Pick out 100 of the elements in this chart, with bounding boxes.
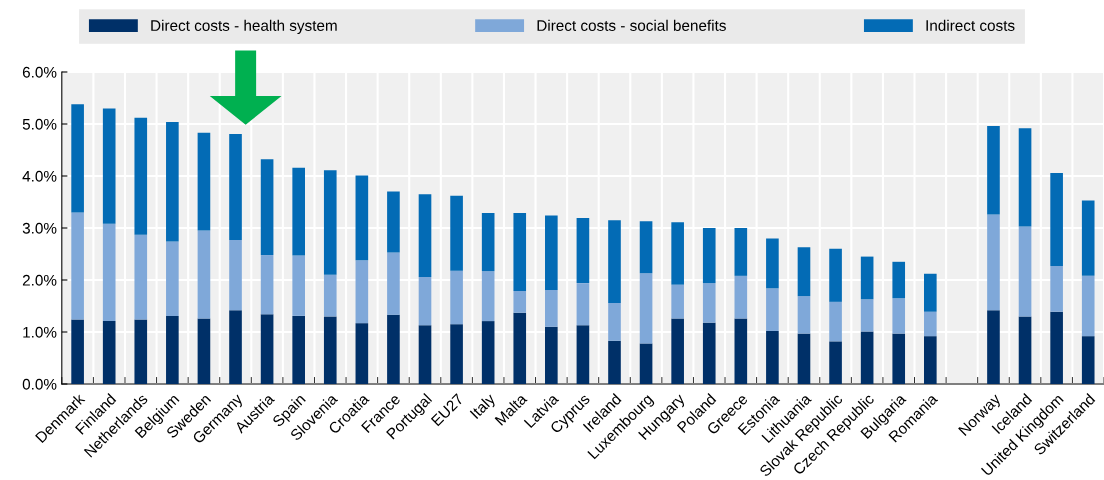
bar — [102, 223, 116, 322]
bar — [197, 132, 211, 231]
bar — [829, 301, 842, 342]
bar — [576, 218, 590, 284]
bar — [923, 273, 937, 312]
bar — [166, 315, 179, 384]
bar — [71, 104, 84, 213]
bar — [292, 167, 305, 256]
bar — [860, 299, 874, 332]
bar — [450, 270, 463, 325]
bar — [1050, 265, 1063, 312]
bar — [166, 121, 179, 242]
bar — [545, 289, 558, 327]
bar — [923, 336, 937, 384]
y-tick-label: 0.0% — [22, 378, 57, 390]
legend-label: Direct costs - social benefits — [537, 19, 726, 31]
bar — [766, 330, 779, 384]
bar — [355, 260, 369, 324]
bar — [260, 159, 274, 256]
bar — [892, 298, 906, 334]
bar — [892, 261, 906, 299]
bar — [639, 221, 653, 274]
bar — [166, 241, 179, 316]
bar — [860, 331, 874, 384]
bar — [766, 288, 779, 331]
bar — [608, 302, 621, 341]
bar — [513, 290, 527, 313]
bar — [1081, 200, 1095, 276]
bar — [987, 126, 1000, 215]
bar — [923, 311, 937, 337]
bar — [134, 117, 148, 235]
y-tick-label: 6.0% — [22, 66, 57, 78]
bar — [702, 322, 716, 384]
bar — [387, 252, 400, 315]
bar — [134, 234, 148, 320]
legend-label: Indirect costs — [926, 19, 1015, 31]
bar — [387, 191, 400, 253]
bar — [987, 310, 1000, 384]
bar — [71, 212, 84, 320]
bar — [513, 212, 527, 291]
bar — [450, 324, 463, 384]
bar — [987, 214, 1000, 311]
bar — [734, 318, 748, 384]
bar — [1081, 336, 1095, 384]
bar — [1050, 311, 1063, 384]
bar — [734, 275, 748, 319]
bar — [71, 319, 84, 384]
y-tick-label: 1.0% — [23, 326, 57, 338]
bar — [260, 255, 274, 315]
bar — [387, 314, 400, 384]
bar — [513, 312, 527, 384]
y-tick-label: 3.0% — [22, 222, 57, 234]
bar — [229, 239, 242, 311]
bar — [576, 283, 590, 326]
bar — [892, 333, 906, 384]
bar — [829, 248, 842, 302]
bar — [197, 318, 211, 384]
bar — [576, 325, 590, 384]
bar — [1050, 172, 1063, 266]
bar — [702, 283, 716, 323]
bar — [639, 273, 653, 344]
bar — [639, 343, 653, 384]
bar — [323, 316, 337, 384]
bar — [702, 228, 716, 284]
bar — [545, 215, 558, 290]
bar — [229, 133, 242, 240]
bar — [671, 318, 684, 384]
bar — [797, 333, 811, 384]
bar — [734, 228, 748, 276]
bar — [260, 314, 274, 384]
bar — [450, 195, 463, 271]
bar — [102, 108, 116, 224]
bar — [797, 247, 811, 297]
y-tick-label: 5.0% — [22, 118, 57, 130]
bar — [292, 255, 305, 316]
bar — [197, 230, 211, 319]
bar — [829, 341, 842, 384]
bar — [323, 274, 337, 317]
bar — [355, 323, 369, 384]
bar — [608, 340, 621, 384]
bar — [545, 326, 558, 384]
bar — [1018, 128, 1032, 227]
bar — [608, 220, 621, 303]
legend-label: Direct costs - health system — [151, 19, 337, 34]
y-tick-label: 4.0% — [22, 170, 57, 182]
bar — [323, 170, 337, 275]
bar — [418, 194, 432, 277]
bar — [860, 256, 874, 300]
bar — [671, 222, 684, 285]
y-tick-label: 2.0% — [22, 274, 57, 286]
bar — [481, 271, 495, 322]
bar — [229, 310, 242, 384]
bar — [1018, 316, 1032, 384]
bar — [671, 284, 684, 319]
bar — [766, 238, 779, 289]
bar — [1018, 226, 1032, 317]
bar — [481, 212, 495, 272]
bar — [418, 325, 432, 384]
bar — [102, 321, 116, 384]
bar — [292, 315, 305, 384]
